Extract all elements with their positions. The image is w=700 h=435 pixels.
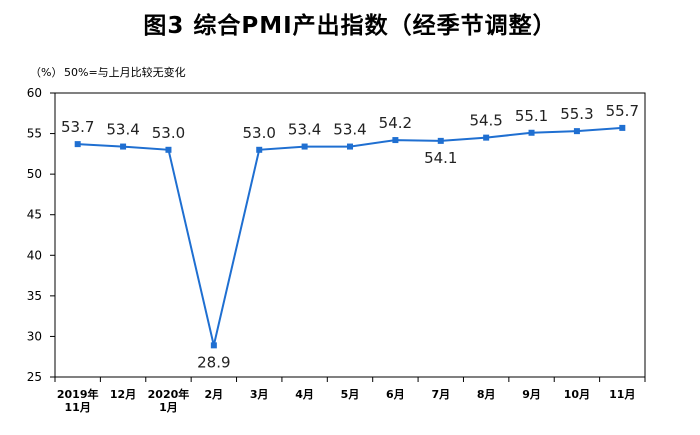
data-point bbox=[619, 124, 626, 131]
y-tick-label: 30 bbox=[27, 329, 42, 343]
y-tick-label: 25 bbox=[27, 370, 42, 384]
data-point bbox=[437, 137, 444, 144]
x-tick-label: 2月 bbox=[205, 388, 224, 401]
x-tick-label: 11月 bbox=[609, 388, 635, 401]
data-point bbox=[210, 342, 217, 349]
data-label: 53.4 bbox=[106, 121, 139, 139]
series-line bbox=[77, 126, 623, 346]
x-tick-label: 12月 bbox=[110, 388, 136, 401]
data-label: 53.7 bbox=[61, 118, 94, 136]
x-tick-label: 4月 bbox=[295, 388, 314, 401]
data-label: 55.1 bbox=[515, 107, 548, 125]
data-point bbox=[483, 134, 490, 141]
x-tick-label: 3月 bbox=[250, 388, 269, 401]
x-tick-label: 8月 bbox=[477, 388, 496, 401]
x-tick-label: 6月 bbox=[386, 388, 405, 401]
y-tick-label: 35 bbox=[27, 289, 42, 303]
data-label: 53.4 bbox=[288, 121, 321, 139]
data-point bbox=[301, 143, 308, 150]
chart-title: 图3 综合PMI产出指数（经季节调整） bbox=[143, 13, 557, 39]
data-label: 54.5 bbox=[469, 112, 502, 130]
data-point bbox=[528, 129, 535, 136]
data-point bbox=[392, 137, 399, 144]
y-tick-label: 55 bbox=[27, 127, 42, 141]
data-label: 54.1 bbox=[424, 149, 457, 167]
data-label: 54.2 bbox=[379, 114, 412, 132]
x-tick-label: 7月 bbox=[431, 388, 450, 401]
data-label: 53.0 bbox=[152, 124, 185, 142]
y-tick-label: 60 bbox=[27, 86, 42, 100]
x-tick-label: 11月 bbox=[65, 401, 91, 414]
x-tick-label: 10月 bbox=[564, 388, 590, 401]
data-point bbox=[573, 128, 580, 135]
data-point bbox=[120, 143, 127, 150]
data-label: 53.0 bbox=[243, 124, 276, 142]
x-tick-label: 1月 bbox=[159, 401, 178, 414]
plot-frame bbox=[54, 92, 646, 378]
x-tick-label: 5月 bbox=[341, 388, 360, 401]
data-point bbox=[347, 143, 353, 150]
y-tick-label: 50 bbox=[27, 167, 42, 181]
y-tick-label: 40 bbox=[27, 248, 42, 262]
x-tick-label: 2020年 bbox=[148, 387, 190, 401]
data-label: 55.3 bbox=[560, 105, 593, 123]
baseline-note: 50%=与上月比较无变化 bbox=[64, 66, 186, 79]
data-point bbox=[256, 146, 263, 153]
x-tick-label: 2019年 bbox=[57, 387, 99, 401]
y-axis-unit-label: （%） bbox=[30, 66, 63, 79]
data-label: 53.4 bbox=[333, 121, 366, 139]
data-label: 55.7 bbox=[606, 102, 639, 120]
data-point bbox=[165, 146, 172, 153]
data-point bbox=[74, 141, 81, 148]
x-tick-label: 9月 bbox=[522, 388, 541, 401]
y-tick-label: 45 bbox=[27, 208, 42, 222]
data-label: 28.9 bbox=[197, 353, 230, 371]
